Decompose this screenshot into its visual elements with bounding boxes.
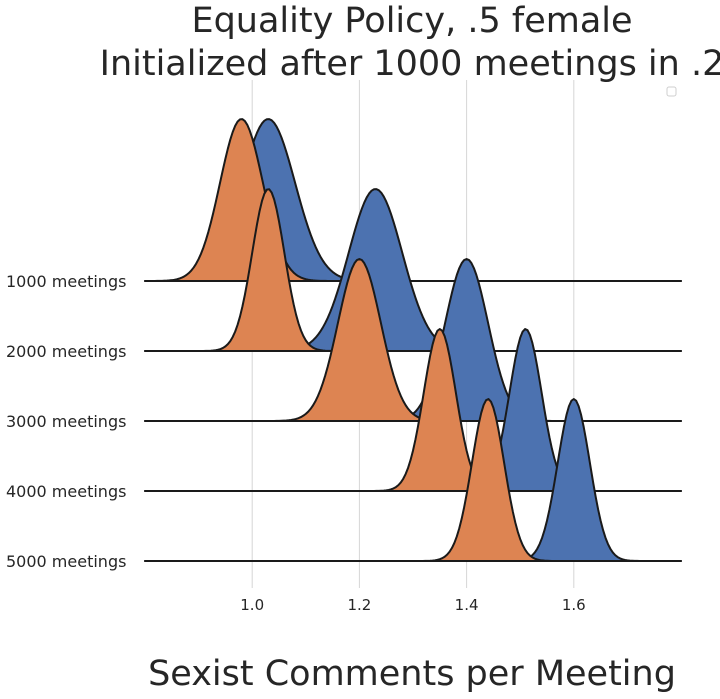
x-axis-label: Sexist Comments per Meeting <box>148 654 676 694</box>
x-tick-label: 1.2 <box>347 596 371 614</box>
orange-ridge <box>144 118 682 282</box>
x-tick-label: 1.0 <box>240 596 264 614</box>
row-labels: 1000 meetings 2000 meetings 3000 meetings 4… <box>6 272 126 571</box>
row-label: 4000 meetings <box>6 482 126 501</box>
x-tick-label: 1.6 <box>562 596 586 614</box>
x-tick-labels: 1.0 1.2 1.4 1.6 <box>240 596 585 614</box>
chart-title: Equality Policy, .5 female <box>191 1 632 41</box>
ridges <box>144 118 682 562</box>
x-tick-label: 1.4 <box>455 596 479 614</box>
row-label: 1000 meetings <box>6 272 126 291</box>
row-label: 3000 meetings <box>6 412 126 431</box>
chart-subtitle: Initialized after 1000 meetings in .2 <box>100 44 720 84</box>
legend <box>666 86 677 97</box>
orange-ridge <box>144 328 682 492</box>
row-label: 2000 meetings <box>6 342 126 361</box>
row-label: 5000 meetings <box>6 552 126 571</box>
